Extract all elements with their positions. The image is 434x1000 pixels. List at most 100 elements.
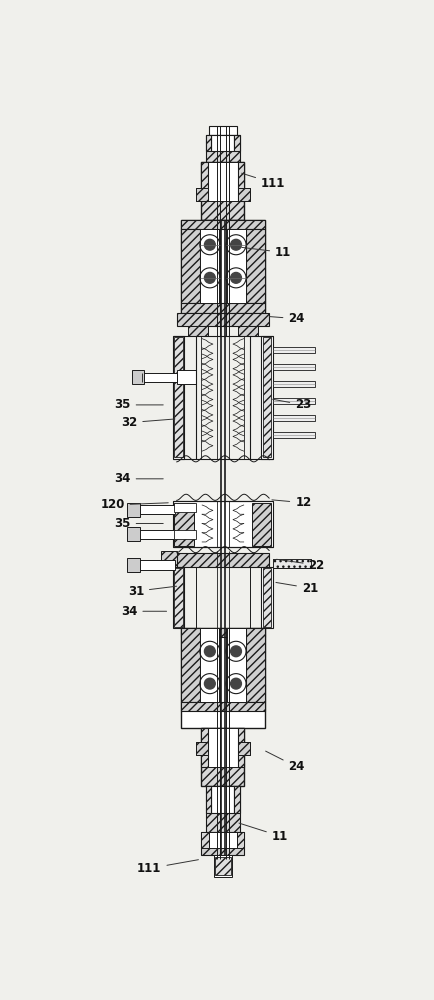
Bar (196, 742, 207, 755)
Bar (196, 188, 207, 201)
Bar (273, 432, 315, 438)
Bar (238, 188, 249, 201)
Circle shape (230, 646, 241, 657)
Bar (206, 786, 211, 813)
Bar (172, 501, 273, 547)
Text: 21: 21 (275, 582, 317, 595)
Bar (180, 220, 265, 312)
Bar (172, 567, 184, 628)
Bar (207, 728, 238, 767)
Text: 12: 12 (271, 496, 311, 509)
Bar (138, 530, 175, 539)
Bar (273, 559, 311, 568)
Bar (180, 702, 265, 711)
Circle shape (230, 678, 241, 689)
Bar (180, 628, 265, 728)
Bar (161, 551, 176, 568)
Bar (263, 568, 271, 627)
Bar (238, 742, 249, 755)
Text: 31: 31 (128, 585, 176, 598)
Text: 34: 34 (121, 605, 166, 618)
Bar (180, 220, 265, 229)
Text: 23: 23 (272, 398, 311, 411)
Bar (206, 135, 239, 162)
Circle shape (204, 646, 215, 657)
Text: 35: 35 (114, 517, 163, 530)
Text: 24: 24 (269, 312, 304, 325)
Text: 120: 120 (100, 498, 168, 512)
Bar (176, 370, 196, 384)
Bar (261, 336, 273, 459)
Bar (199, 628, 219, 702)
Circle shape (230, 272, 241, 283)
Bar (138, 505, 175, 514)
Bar (226, 229, 246, 303)
Bar (126, 527, 139, 541)
Text: 111: 111 (137, 860, 198, 875)
Bar (206, 786, 239, 832)
Circle shape (230, 239, 241, 250)
Bar (261, 567, 273, 628)
Bar (238, 162, 244, 201)
Bar (180, 303, 265, 312)
Bar (174, 337, 182, 457)
Bar (172, 336, 184, 459)
Bar (211, 786, 234, 813)
Bar (180, 628, 199, 702)
Bar (201, 728, 207, 767)
Bar (273, 559, 311, 568)
Bar (126, 503, 139, 517)
Bar (234, 786, 239, 813)
Bar (273, 398, 315, 404)
Bar (188, 326, 207, 336)
Bar (174, 530, 196, 539)
Bar (176, 553, 269, 567)
Text: 11: 11 (241, 246, 291, 259)
Bar (201, 832, 209, 848)
Bar (196, 188, 207, 201)
Circle shape (204, 239, 215, 250)
Text: 32: 32 (121, 416, 174, 429)
Bar (236, 832, 244, 848)
Bar (174, 568, 182, 627)
Text: 35: 35 (114, 398, 163, 411)
Bar (201, 162, 207, 201)
Bar (132, 370, 143, 384)
Bar (207, 162, 238, 201)
Bar (252, 503, 271, 546)
Bar (246, 628, 265, 702)
Bar (238, 188, 249, 201)
Text: 111: 111 (241, 173, 285, 190)
Bar (176, 312, 269, 326)
Bar (138, 560, 175, 570)
Bar (215, 857, 230, 875)
Bar (246, 229, 265, 303)
Bar (180, 628, 265, 637)
Bar (263, 337, 271, 457)
Bar (196, 742, 207, 755)
Circle shape (204, 272, 215, 283)
Bar (142, 373, 176, 382)
Bar (201, 162, 244, 220)
Bar (273, 381, 315, 387)
Bar (238, 326, 257, 336)
Bar (226, 628, 246, 702)
Bar (201, 832, 244, 855)
Bar (209, 832, 236, 848)
Bar (199, 229, 219, 303)
Bar (206, 135, 211, 151)
Bar (211, 135, 234, 151)
Text: 22: 22 (276, 559, 324, 572)
Bar (273, 347, 315, 353)
Bar (238, 728, 244, 767)
Bar (234, 135, 239, 151)
Bar (209, 126, 236, 135)
Text: 34: 34 (114, 472, 163, 485)
Text: 11: 11 (238, 823, 287, 843)
Bar (174, 503, 196, 512)
Bar (273, 364, 315, 370)
Bar (126, 558, 139, 572)
Circle shape (204, 678, 215, 689)
Bar (213, 855, 232, 877)
Bar (238, 742, 249, 755)
